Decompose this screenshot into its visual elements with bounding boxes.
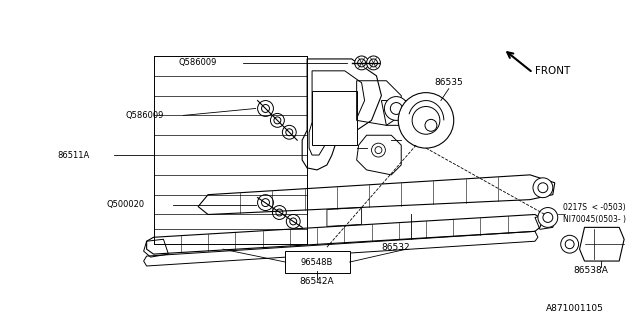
- Circle shape: [286, 129, 292, 136]
- Text: 86538A: 86538A: [573, 267, 608, 276]
- Circle shape: [371, 143, 385, 157]
- Bar: [312, 91, 356, 145]
- Text: Q500020: Q500020: [107, 200, 145, 209]
- Text: 0217S  < -0503): 0217S < -0503): [563, 203, 625, 212]
- Text: 86542A: 86542A: [300, 277, 334, 286]
- Circle shape: [538, 208, 557, 228]
- Circle shape: [271, 113, 284, 127]
- Text: Q586009: Q586009: [126, 111, 164, 120]
- Circle shape: [412, 107, 440, 134]
- Circle shape: [262, 199, 269, 207]
- Circle shape: [369, 59, 378, 67]
- Circle shape: [385, 97, 408, 120]
- Circle shape: [390, 102, 402, 115]
- Text: FRONT: FRONT: [535, 66, 570, 76]
- Circle shape: [561, 235, 579, 253]
- Circle shape: [257, 100, 273, 116]
- Circle shape: [257, 195, 273, 211]
- Text: 86511A: 86511A: [58, 150, 90, 160]
- Circle shape: [565, 240, 574, 249]
- Circle shape: [425, 119, 437, 131]
- Text: 86532: 86532: [381, 243, 410, 252]
- Bar: [285, 251, 349, 273]
- Circle shape: [367, 56, 380, 70]
- Circle shape: [276, 209, 283, 216]
- Circle shape: [273, 205, 286, 220]
- Circle shape: [358, 59, 365, 67]
- Circle shape: [538, 183, 548, 193]
- Text: A871001105: A871001105: [546, 304, 604, 313]
- Circle shape: [290, 218, 297, 225]
- Text: Q586009: Q586009: [179, 59, 217, 68]
- Text: 86535: 86535: [434, 78, 463, 87]
- Text: NI70045(0503- ): NI70045(0503- ): [563, 215, 626, 224]
- Circle shape: [375, 147, 382, 154]
- Circle shape: [398, 92, 454, 148]
- Circle shape: [533, 178, 553, 198]
- Circle shape: [262, 105, 269, 112]
- Circle shape: [282, 125, 296, 139]
- Text: 96548B: 96548B: [301, 258, 333, 267]
- Circle shape: [274, 117, 281, 124]
- Circle shape: [543, 212, 553, 222]
- Circle shape: [355, 56, 369, 70]
- Circle shape: [286, 214, 300, 228]
